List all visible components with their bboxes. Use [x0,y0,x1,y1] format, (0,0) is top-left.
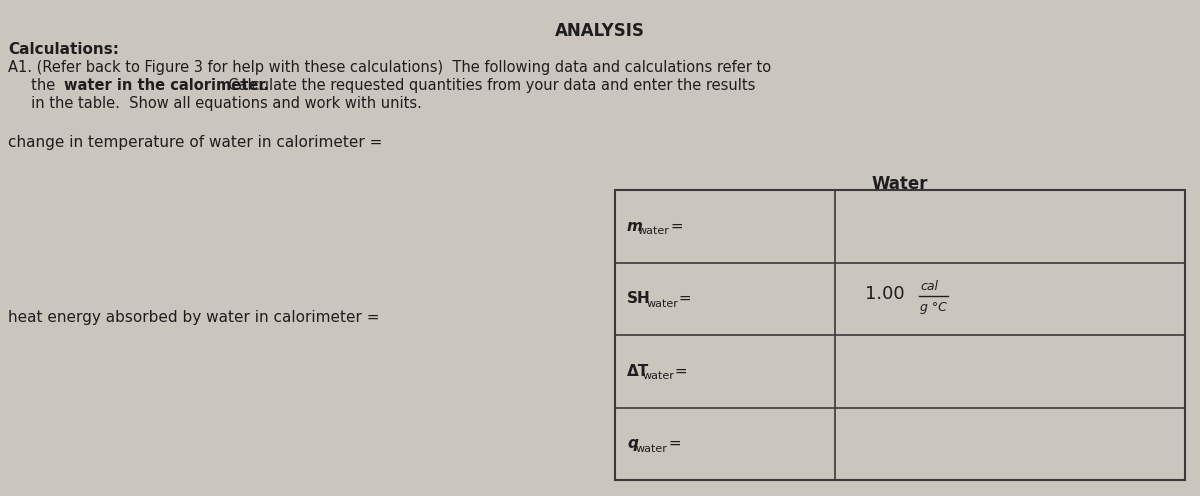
Text: m: m [628,219,643,234]
Text: ΔT: ΔT [628,364,649,379]
Text: water: water [643,371,674,381]
Text: the: the [8,78,60,93]
Text: =: = [666,219,683,234]
Text: A1. (Refer back to Figure 3 for help with these calculations)  The following dat: A1. (Refer back to Figure 3 for help wit… [8,60,772,75]
Text: =: = [664,436,682,451]
Text: heat energy absorbed by water in calorimeter =: heat energy absorbed by water in calorim… [8,310,379,325]
Text: ANALYSIS: ANALYSIS [556,22,644,40]
Text: Calculations:: Calculations: [8,42,119,57]
Text: water in the calorimeter.: water in the calorimeter. [64,78,269,93]
Text: g °C: g °C [920,301,947,314]
Text: =: = [674,291,692,306]
Text: Calculate the requested quantities from your data and enter the results: Calculate the requested quantities from … [218,78,755,93]
Text: water: water [636,444,668,454]
Text: 1.00: 1.00 [865,285,905,303]
Bar [616,190,1186,480]
Text: water: water [638,226,670,236]
Text: change in temperature of water in calorimeter =: change in temperature of water in calori… [8,135,383,150]
Text: Water: Water [871,175,929,193]
Text: water: water [647,299,679,309]
Text: cal: cal [920,280,938,293]
Text: =: = [671,364,688,379]
Text: q: q [628,436,638,451]
Text: in the table.  Show all equations and work with units.: in the table. Show all equations and wor… [8,96,422,111]
Text: SH: SH [628,291,650,306]
